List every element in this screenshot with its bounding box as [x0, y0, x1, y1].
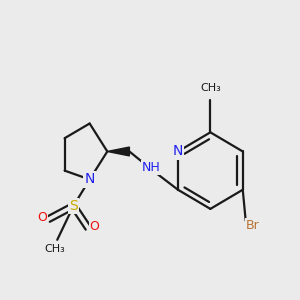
Text: O: O: [90, 220, 100, 233]
Text: CH₃: CH₃: [44, 244, 65, 254]
Text: NH: NH: [142, 161, 161, 174]
Text: S: S: [69, 199, 78, 213]
Text: N: N: [85, 172, 95, 186]
Text: N: N: [173, 145, 183, 158]
Text: Br: Br: [246, 219, 260, 232]
Text: CH₃: CH₃: [200, 83, 221, 93]
Text: O: O: [37, 211, 47, 224]
Polygon shape: [107, 147, 129, 156]
